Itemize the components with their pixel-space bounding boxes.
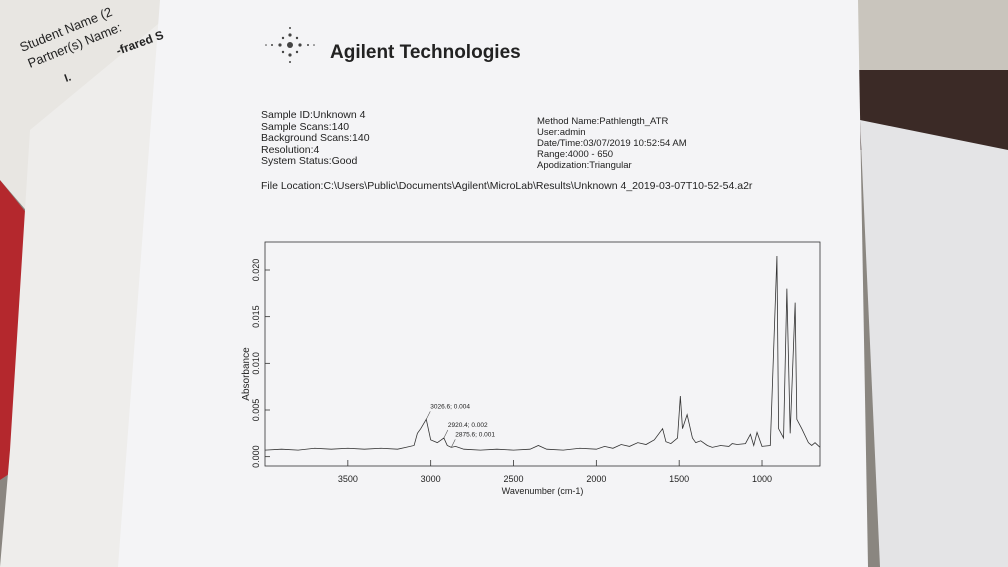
y-tick-label: 0.015 (251, 305, 261, 328)
method-info: Method Name:Pathlength_ATR User:admin Date… (537, 116, 687, 171)
logo (265, 27, 315, 63)
method-info-line: Method Name:Pathlength_ATR (537, 116, 669, 127)
x-tick-label: 1500 (669, 474, 689, 484)
sample-info-line: Background Scans:140 (261, 132, 370, 144)
sample-info-line: System Status:Good (261, 155, 358, 167)
method-info-line: Date/Time:03/07/2019 10:52:54 AM (537, 138, 687, 149)
method-info-line: User:admin (537, 127, 586, 138)
right-paper (860, 120, 1008, 567)
annotation-label: 2875.6; 0.001 (455, 431, 495, 438)
plot-frame (264, 241, 821, 467)
x-tick-label: 3000 (421, 474, 441, 484)
main-paper (118, 0, 868, 567)
file-location: File Location:C:\Users\Public\Documents\… (261, 180, 753, 192)
company-name: Agilent Technologies (330, 42, 521, 63)
annotation-leader (425, 411, 431, 420)
sample-info: Sample ID:Unknown 4 Sample Scans:140 Backg… (261, 109, 370, 168)
sample-info-line: Sample ID:Unknown 4 (261, 109, 366, 121)
annotation-leader (443, 429, 449, 439)
x-tick-label: 2500 (503, 474, 523, 484)
sample-info-line: Resolution:4 (261, 143, 320, 156)
chart: 3500 3000 2500 2000 1500 1000 0.000 0.005 0.010 0… (241, 241, 821, 496)
y-tick-label: 0.000 (251, 445, 261, 468)
y-tick-label: 0.005 (251, 399, 261, 422)
x-tick-label: 3500 (338, 474, 358, 484)
annotation-label: 3026.6; 0.004 (430, 403, 470, 410)
x-axis-label: Wavenumber (cm-1) (502, 486, 584, 496)
method-info-line: Apodization:Triangular (537, 160, 632, 171)
x-tick-label: 2000 (586, 474, 606, 484)
spectrum-line (264, 255, 821, 451)
annotation-label: 2920.4; 0.002 (448, 422, 488, 429)
x-tick-label: 1000 (752, 474, 772, 484)
method-info-line: Range:4000 - 650 (537, 149, 614, 160)
annotation-leader (451, 439, 456, 448)
paper-text: I. (63, 71, 73, 84)
y-tick-label: 0.020 (251, 259, 261, 282)
sample-info-line: Sample Scans:140 (261, 120, 350, 133)
y-axis-label: Absorbance (241, 347, 252, 401)
y-tick-label: 0.010 (251, 352, 261, 375)
